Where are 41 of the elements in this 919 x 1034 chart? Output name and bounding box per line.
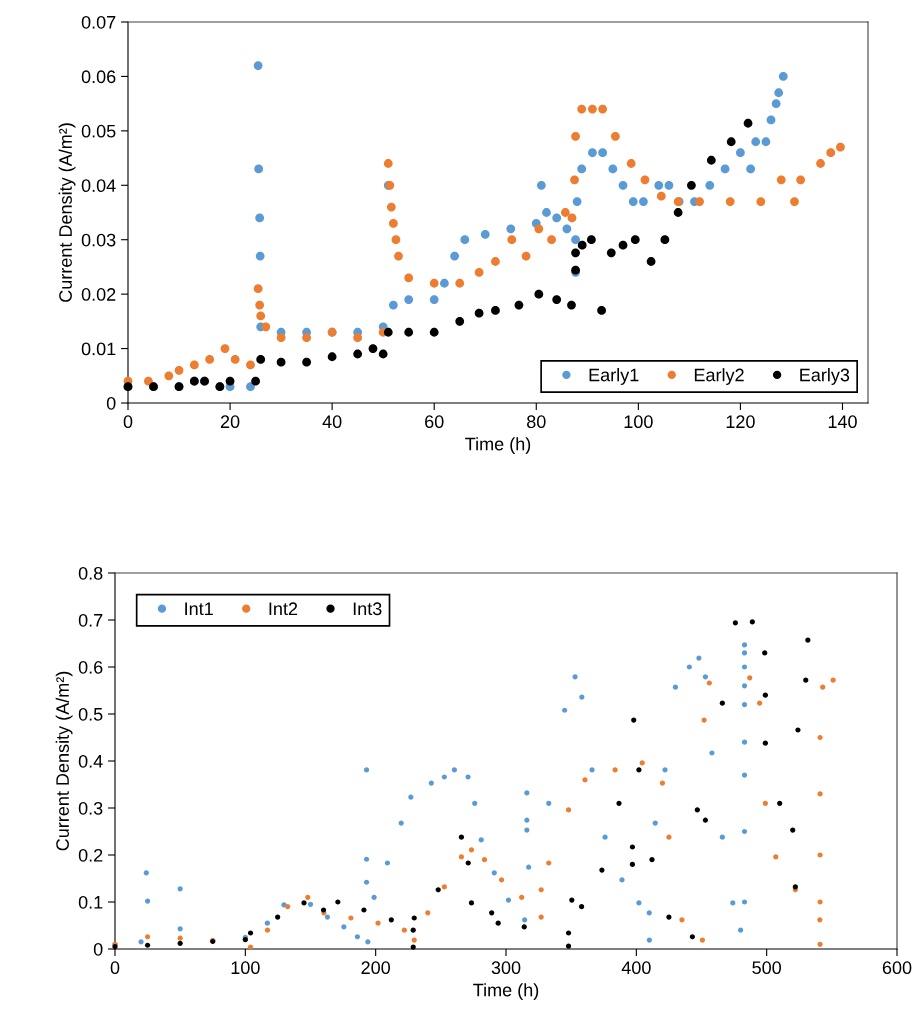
y-tick-label: 0.2 bbox=[78, 848, 103, 862]
x-tick-label: 0 bbox=[123, 415, 133, 429]
x-tick-label: 60 bbox=[425, 415, 444, 429]
x-tick-label: 40 bbox=[322, 415, 342, 429]
x-tick-label: 300 bbox=[491, 961, 521, 975]
y-axis-title: Current Density (A/m²) bbox=[58, 123, 76, 302]
x-tick-label: 100 bbox=[231, 961, 260, 975]
x-tick-label: 80 bbox=[527, 415, 546, 429]
y-axis-title: Current Density (A/m²) bbox=[55, 671, 73, 851]
legend-label: Int1 bbox=[185, 602, 213, 616]
x-tick-label: 400 bbox=[621, 961, 651, 975]
x-tick-label: 120 bbox=[726, 415, 755, 429]
legend-label: Int2 bbox=[269, 602, 298, 616]
y-tick-label: 0.8 bbox=[78, 566, 103, 580]
x-tick-label: 100 bbox=[624, 415, 653, 429]
y-tick-label: 0.5 bbox=[78, 707, 103, 721]
y-tick-label: 0 bbox=[106, 396, 116, 410]
y-tick-label: 0.01 bbox=[81, 342, 116, 356]
y-tick-label: 0.02 bbox=[81, 288, 116, 301]
y-tick-label: 0.3 bbox=[78, 801, 103, 815]
y-tick-label: 0.06 bbox=[81, 70, 116, 84]
legend-label: Early2 bbox=[694, 368, 744, 385]
x-tick-label: 20 bbox=[220, 415, 240, 429]
y-tick-label: 0.6 bbox=[78, 660, 103, 674]
y-tick-label: 0.07 bbox=[81, 15, 116, 29]
y-tick-label: 0.05 bbox=[81, 124, 116, 138]
legend-label: Early1 bbox=[589, 368, 639, 385]
x-tick-label: 140 bbox=[828, 415, 857, 429]
y-tick-label: 0.1 bbox=[78, 895, 103, 909]
y-tick-label: 0 bbox=[93, 942, 103, 956]
x-axis-title: Time (h) bbox=[465, 437, 531, 455]
y-tick-label: 0.03 bbox=[81, 233, 116, 247]
legend-label: Int3 bbox=[353, 602, 382, 616]
y-tick-label: 0.7 bbox=[78, 613, 103, 627]
x-tick-label: 600 bbox=[882, 961, 912, 975]
legend-label: Early3 bbox=[800, 368, 850, 385]
y-tick-label: 0.4 bbox=[78, 754, 103, 768]
y-tick-label: 0.04 bbox=[81, 179, 116, 193]
x-axis-title: Time (h) bbox=[473, 983, 539, 1001]
x-tick-label: 500 bbox=[752, 961, 782, 975]
x-tick-label: 200 bbox=[361, 961, 391, 975]
